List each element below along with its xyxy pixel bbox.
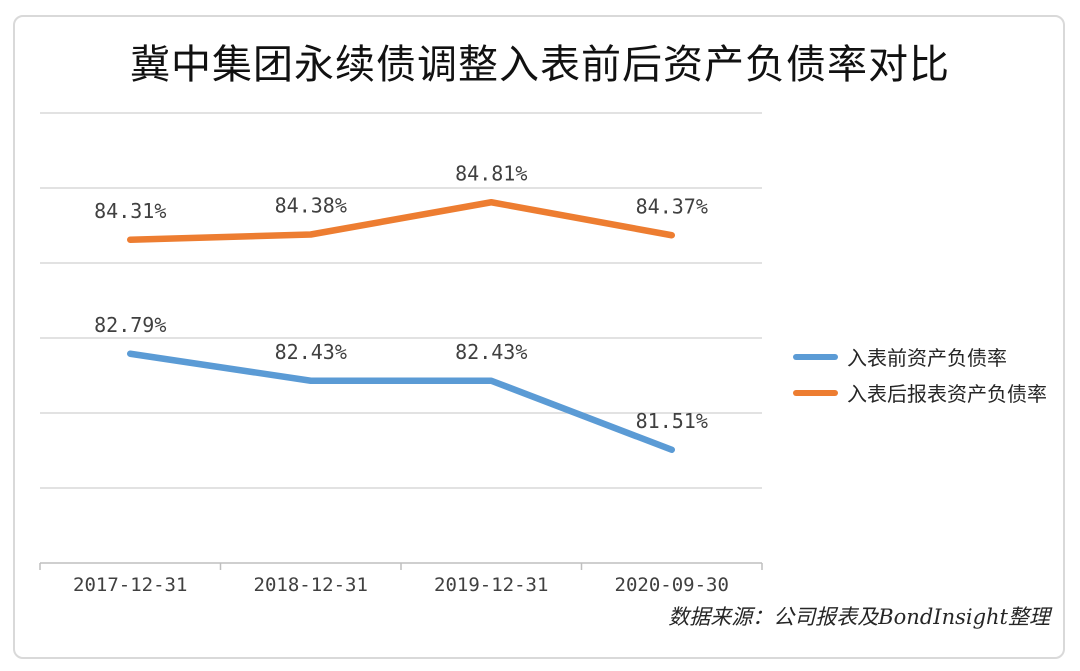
data-label-series-0: 82.43% bbox=[275, 340, 347, 364]
x-axis-label: 2017-12-31 bbox=[73, 574, 187, 596]
legend-label-after-adjustment: 入表后报表资产负债率 bbox=[847, 382, 1047, 406]
x-axis-label: 2019-12-31 bbox=[434, 574, 548, 596]
legend-item-before-adjustment: 入表前资产负债率 bbox=[793, 343, 1047, 370]
legend-swatch-blue-line-icon bbox=[793, 353, 838, 360]
series-line-1 bbox=[127, 199, 675, 243]
data-source-note: 数据来源：公司报表及BondInsight整理 bbox=[668, 605, 1050, 629]
legend-swatch-orange-line-icon bbox=[793, 389, 838, 396]
data-label-series-0: 82.79% bbox=[94, 313, 166, 337]
data-label-series-1: 84.81% bbox=[455, 161, 527, 185]
data-label-series-0: 82.43% bbox=[455, 340, 527, 364]
data-label-series-1: 84.37% bbox=[636, 194, 708, 218]
data-label-series-1: 84.38% bbox=[275, 194, 347, 218]
series-line-0 bbox=[127, 350, 675, 453]
legend-item-after-adjustment: 入表后报表资产负债率 bbox=[793, 379, 1047, 406]
x-axis-label: 2018-12-31 bbox=[254, 574, 368, 596]
data-label-series-1: 84.31% bbox=[94, 199, 166, 223]
x-axis-label: 2020-09-30 bbox=[615, 574, 729, 596]
chart-frame bbox=[13, 15, 1065, 659]
legend: 入表前资产负债率 入表后报表资产负债率 bbox=[793, 343, 1047, 406]
legend-label-before-adjustment: 入表前资产负债率 bbox=[847, 346, 1007, 370]
data-label-series-0: 81.51% bbox=[636, 409, 708, 433]
chart-title: 冀中集团永续债调整入表前后资产负债率对比 bbox=[130, 42, 950, 88]
